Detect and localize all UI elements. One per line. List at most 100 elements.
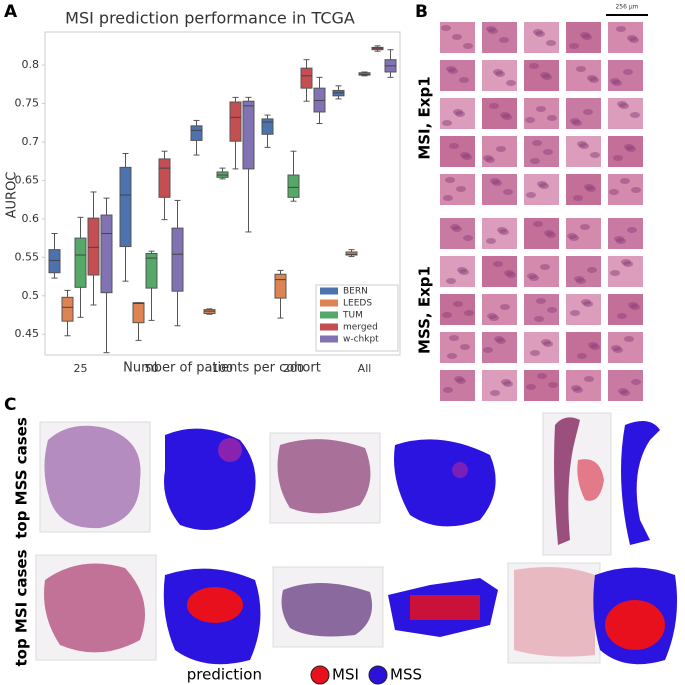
tile-texture xyxy=(494,336,504,342)
tile-texture xyxy=(526,192,536,198)
legend-label: MSI xyxy=(332,666,359,684)
tile-texture xyxy=(452,34,462,40)
tile xyxy=(482,218,517,249)
tile-texture xyxy=(577,141,587,147)
x-tick-label: All xyxy=(358,362,372,375)
tile xyxy=(524,332,559,363)
tile-texture xyxy=(463,235,473,241)
legend-label: TUM xyxy=(342,311,363,321)
row-label: top MSS cases xyxy=(13,417,31,539)
tile-texture xyxy=(580,32,590,38)
tile-texture xyxy=(587,267,597,273)
box xyxy=(287,174,300,198)
tile xyxy=(524,256,559,287)
tile-texture xyxy=(456,186,466,192)
tile-texture xyxy=(500,304,510,310)
tile-texture xyxy=(533,221,543,227)
tile-texture xyxy=(453,109,463,115)
legend-marker xyxy=(310,665,330,685)
tile-texture xyxy=(584,184,594,190)
box xyxy=(61,296,74,322)
tile-texture xyxy=(534,316,544,322)
chart-title: MSI prediction performance in TCGA xyxy=(65,9,355,28)
tile-texture xyxy=(532,140,542,146)
tile-texture xyxy=(569,43,579,49)
box xyxy=(74,237,87,288)
x-tick-label: 200 xyxy=(283,362,304,375)
legend-label: BERN xyxy=(343,287,368,297)
tile-texture xyxy=(571,385,581,391)
box xyxy=(242,100,255,170)
legend-label: merged xyxy=(343,323,378,333)
tile-texture xyxy=(483,347,493,353)
tile-texture xyxy=(611,345,621,351)
tile xyxy=(566,98,601,129)
row-label: MSI, Exp1 xyxy=(416,76,434,159)
legend: MSI MSS xyxy=(310,665,422,685)
tile-texture xyxy=(618,388,628,394)
legend-label: LEEDS xyxy=(343,299,372,309)
x-tick-label: 25 xyxy=(74,362,88,375)
tile-texture xyxy=(548,382,558,388)
tile xyxy=(608,136,643,167)
tile-texture xyxy=(493,69,503,75)
y-tick-label: 0.6 xyxy=(22,212,40,225)
legend-marker xyxy=(368,665,388,685)
tile-texture xyxy=(547,307,557,313)
tile xyxy=(482,22,517,53)
legend-label: MSS xyxy=(390,666,422,684)
tile xyxy=(566,294,601,325)
tile-texture xyxy=(529,63,539,69)
tile-texture xyxy=(567,233,577,239)
tile-texture xyxy=(630,112,640,118)
tile-texture xyxy=(526,384,536,390)
tile-texture xyxy=(449,143,459,149)
box xyxy=(48,249,61,274)
panel-letter: A xyxy=(4,2,18,22)
tile-texture xyxy=(525,117,535,123)
tile-texture xyxy=(504,270,514,276)
tile-texture xyxy=(577,353,587,359)
tile-texture xyxy=(621,259,631,265)
tile-texture xyxy=(631,187,641,193)
y-tick-label: 0.55 xyxy=(15,250,40,263)
box xyxy=(261,118,274,135)
tile xyxy=(482,174,517,205)
tile xyxy=(482,294,517,325)
tile xyxy=(566,60,601,91)
tile-texture xyxy=(527,273,537,279)
tile xyxy=(524,174,559,205)
y-tick-label: 0.7 xyxy=(22,135,40,148)
tile-texture xyxy=(541,339,551,345)
tile-texture xyxy=(453,301,463,307)
tile-texture xyxy=(610,270,620,276)
tile-texture xyxy=(573,195,583,201)
tile-texture xyxy=(627,227,637,233)
tile xyxy=(440,60,475,91)
tile xyxy=(440,370,475,401)
tile-texture xyxy=(547,115,557,121)
y-tick-label: 0.75 xyxy=(15,97,40,110)
tile-texture xyxy=(574,276,584,282)
tile-texture xyxy=(445,177,455,183)
row-label: top MSI cases xyxy=(13,549,31,666)
y-tick-label: 0.8 xyxy=(22,58,40,71)
tile-texture xyxy=(486,238,496,244)
tile-texture xyxy=(464,310,474,316)
tile-texture xyxy=(627,35,637,41)
tile xyxy=(440,218,475,249)
tile-texture xyxy=(457,267,467,273)
plot-frame xyxy=(44,31,401,356)
tile xyxy=(440,136,475,167)
tile-texture xyxy=(459,77,469,83)
tile-texture xyxy=(442,120,452,126)
tile-texture xyxy=(447,353,457,359)
y-tick-label: 0.45 xyxy=(15,327,40,340)
tile-texture xyxy=(443,387,453,393)
tile xyxy=(524,98,559,129)
y-axis-label: AUROC xyxy=(5,172,20,219)
tile-texture xyxy=(493,261,503,267)
tile-texture xyxy=(443,195,453,201)
tile-texture xyxy=(490,178,500,184)
